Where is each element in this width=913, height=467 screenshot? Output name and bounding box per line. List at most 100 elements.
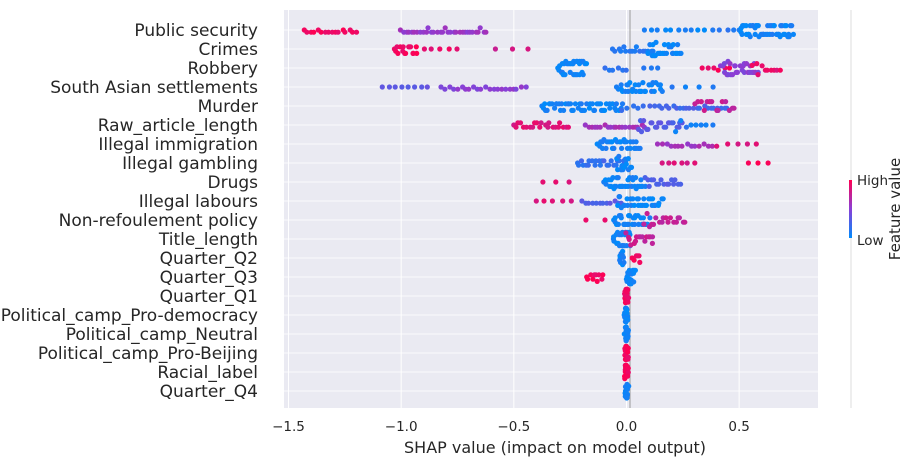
shap-point — [599, 276, 605, 282]
shap-point — [705, 65, 711, 71]
shap-point — [640, 103, 646, 109]
shap-point — [568, 198, 574, 204]
shap-point — [642, 88, 649, 94]
shap-point — [625, 373, 631, 379]
shap-point — [789, 23, 795, 29]
shap-point — [544, 107, 550, 113]
feature-label: Quarter_Q3 — [160, 268, 258, 288]
shap-point — [483, 84, 489, 90]
shap-point — [603, 181, 609, 187]
shap-point — [645, 50, 651, 57]
shap-point — [477, 25, 483, 31]
shap-point — [597, 162, 604, 168]
colorbar-gradient — [849, 180, 852, 238]
shap-point — [509, 46, 516, 52]
shap-point — [744, 141, 751, 147]
shap-point — [455, 86, 461, 92]
shap-point — [755, 72, 761, 78]
shap-point — [589, 158, 595, 164]
shap-point — [678, 118, 684, 124]
shap-point — [673, 129, 679, 135]
shap-point — [318, 29, 324, 35]
shap-point — [650, 48, 656, 54]
shap-point — [621, 44, 627, 50]
shap-point — [413, 44, 419, 50]
shap-point — [624, 307, 630, 313]
shap-point — [615, 221, 622, 227]
shap-point — [657, 82, 664, 88]
shap-point — [537, 124, 543, 130]
feature-label: Illegal immigration — [98, 135, 258, 155]
shap-point — [752, 31, 758, 37]
shap-point — [641, 221, 647, 227]
shap-point — [755, 23, 761, 29]
x-tick-label: −1.0 — [385, 419, 418, 435]
shap-point — [447, 84, 453, 90]
data-points — [301, 23, 797, 401]
shap-point — [644, 210, 650, 217]
shap-point — [749, 62, 755, 68]
colorbar-low-label: Low — [857, 233, 884, 249]
shap-point — [640, 215, 647, 221]
x-tick-label: −1.5 — [272, 419, 305, 435]
x-tick-label: 0.5 — [728, 419, 749, 435]
shap-point — [581, 107, 588, 113]
shap-point — [570, 107, 576, 113]
shap-point — [676, 215, 683, 221]
shap-point — [590, 276, 596, 282]
shap-point — [695, 27, 701, 33]
shap-point — [626, 236, 632, 242]
shap-point — [714, 143, 720, 149]
shap-point — [596, 272, 602, 278]
shap-point — [637, 48, 643, 54]
shap-point — [405, 84, 411, 90]
shap-point — [692, 143, 698, 149]
shap-point — [517, 120, 524, 126]
shap-point — [633, 175, 639, 181]
shap-point — [639, 234, 645, 240]
shap-point — [686, 105, 692, 111]
shap-point — [663, 124, 669, 130]
shap-point — [600, 200, 606, 206]
shap-point — [492, 46, 498, 52]
shap-point — [642, 238, 648, 244]
shap-point — [609, 101, 616, 107]
shap-point — [408, 44, 414, 50]
feature-label: Non-refoulement policy — [59, 211, 258, 231]
shap-point — [562, 72, 568, 78]
shap-point — [669, 84, 675, 90]
shap-point — [636, 253, 642, 259]
shap-point — [709, 99, 715, 105]
shap-point — [753, 141, 759, 147]
shap-point — [412, 84, 418, 90]
shap-point — [705, 143, 712, 149]
shap-point — [646, 183, 652, 189]
shap-point — [349, 29, 356, 35]
shap-point — [678, 50, 684, 57]
shap-point — [623, 243, 630, 249]
shap-point — [525, 46, 531, 52]
shap-point — [625, 365, 631, 371]
shap-point — [583, 217, 589, 223]
shap-point — [648, 27, 655, 33]
shap-point — [723, 99, 729, 105]
shap-point — [747, 34, 753, 40]
x-axis-ticks: −1.5 −1.0 −0.5 0.0 0.5 — [272, 419, 750, 435]
shap-point — [641, 196, 647, 202]
shap-point — [625, 335, 631, 341]
shap-point — [540, 179, 546, 185]
shap-point — [743, 23, 749, 29]
shap-point — [612, 215, 618, 221]
shap-point — [553, 179, 559, 185]
shap-point — [475, 29, 481, 35]
shap-point — [731, 27, 737, 33]
shap-point — [538, 120, 544, 126]
shap-point — [745, 160, 752, 166]
shap-point — [447, 29, 453, 35]
shap-point — [664, 141, 670, 147]
shap-point — [755, 160, 761, 166]
shap-point — [734, 69, 741, 75]
shap-point — [566, 179, 572, 185]
shap-point — [621, 259, 627, 266]
